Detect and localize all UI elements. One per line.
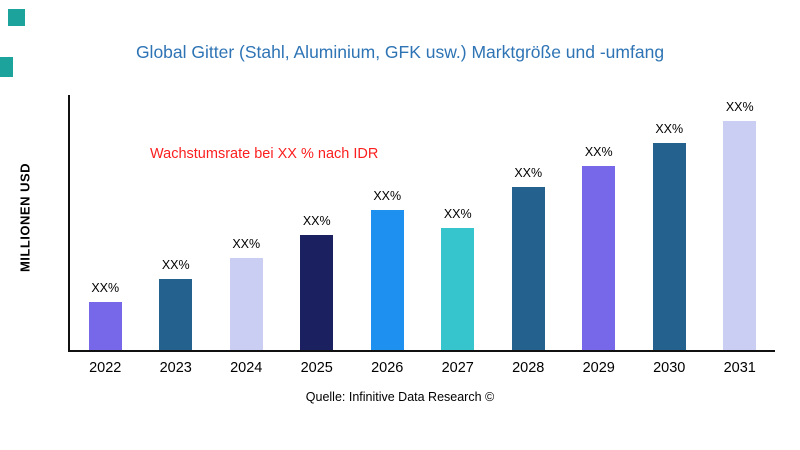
- bar-column: XX% 2023: [141, 95, 212, 376]
- bar-value-label: XX%: [373, 188, 402, 203]
- chart-title: Global Gitter (Stahl, Aluminium, GFK usw…: [135, 42, 665, 62]
- bar: [441, 227, 475, 350]
- bar-value-label: XX%: [91, 280, 120, 295]
- bar-column: XX% 2029: [564, 95, 635, 376]
- plot-area: XX% 2022 XX% 2023 XX% 2024 XX% 2025 XX% 2026 XX% 20…: [68, 95, 776, 376]
- x-tick-label: 2027: [441, 360, 474, 376]
- bar-value-label: XX%: [302, 214, 331, 229]
- bar-value-label: XX%: [232, 237, 261, 252]
- y-axis-label: MILLIONEN USD: [17, 162, 33, 273]
- growth-rate-annotation: Wachstumsrate bei XX % nach IDR: [150, 146, 379, 162]
- x-tick-label: 2026: [371, 360, 404, 376]
- bar: [159, 278, 193, 350]
- bar-column: XX% 2026: [352, 95, 423, 376]
- bar-value-label: XX%: [725, 99, 754, 114]
- bar: [723, 120, 757, 350]
- bar: [582, 166, 616, 350]
- bar: [370, 209, 404, 350]
- bar-value-label: XX%: [655, 122, 684, 137]
- x-tick-label: 2022: [89, 360, 122, 376]
- x-tick-label: 2025: [300, 360, 333, 376]
- bar: [300, 235, 334, 350]
- x-tick-label: 2023: [159, 360, 192, 376]
- bar: [229, 258, 263, 350]
- source-attribution: Quelle: Infinitive Data Research ©: [305, 390, 495, 404]
- accent-square-left-edge: [0, 57, 13, 77]
- bar-column: XX% 2028: [493, 95, 564, 376]
- bar-column: XX% 2022: [70, 95, 141, 376]
- bar-column: XX% 2025: [282, 95, 353, 376]
- x-tick-label: 2028: [512, 360, 545, 376]
- x-tick-label: 2031: [723, 360, 756, 376]
- bar: [652, 143, 686, 350]
- bar-value-label: XX%: [514, 165, 543, 180]
- accent-square-top-left: [8, 9, 25, 26]
- x-tick-label: 2030: [653, 360, 686, 376]
- x-tick-label: 2029: [582, 360, 615, 376]
- bar-column: XX% 2024: [211, 95, 282, 376]
- bar-value-label: XX%: [443, 206, 472, 221]
- x-tick-label: 2024: [230, 360, 263, 376]
- bar: [511, 186, 545, 350]
- bar-column: XX% 2027: [423, 95, 494, 376]
- bar: [88, 301, 122, 350]
- bar-value-label: XX%: [584, 145, 613, 160]
- bar-column: XX% 2031: [705, 95, 776, 376]
- bar-value-label: XX%: [161, 257, 190, 272]
- bar-column: XX% 2030: [634, 95, 705, 376]
